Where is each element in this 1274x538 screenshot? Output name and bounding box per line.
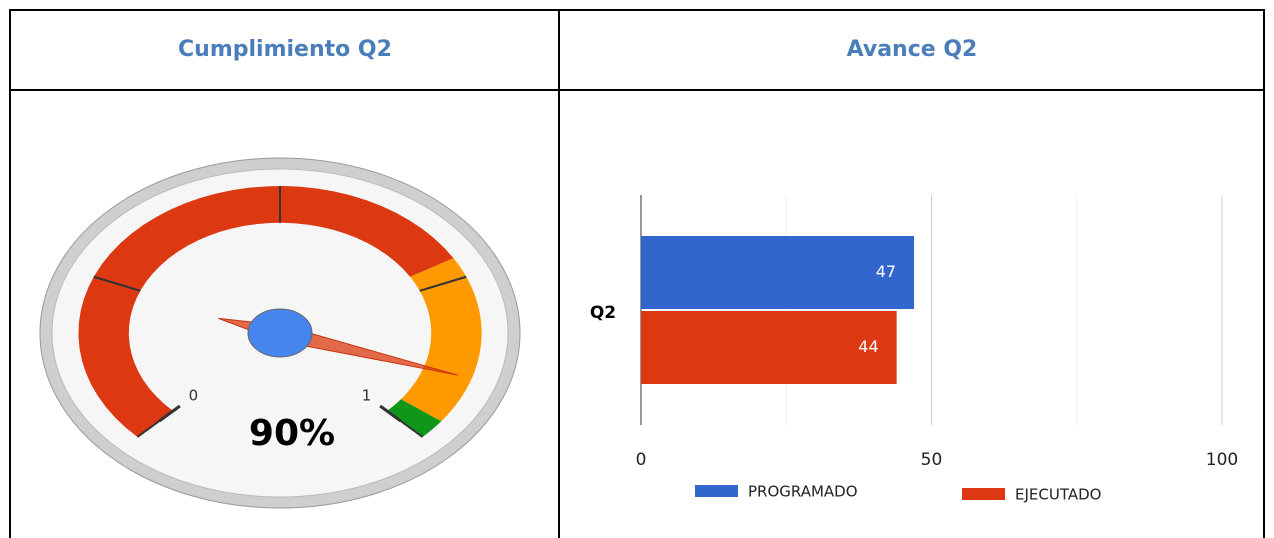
legend-label: EJECUTADO bbox=[1015, 486, 1101, 504]
legend-swatch bbox=[962, 488, 1005, 500]
x-tick-label: 100 bbox=[1206, 450, 1238, 470]
bar-value-label: 44 bbox=[858, 337, 878, 356]
gauge-band bbox=[386, 399, 442, 437]
gauge-band bbox=[400, 258, 482, 422]
gauge-hub bbox=[247, 308, 313, 358]
gauge-tick-label: 1 bbox=[362, 387, 372, 405]
bar bbox=[641, 311, 897, 384]
gauge-tick bbox=[379, 404, 402, 423]
bar-value-label: 47 bbox=[876, 262, 896, 281]
header: Avance Q2 bbox=[847, 37, 978, 62]
header: Cumplimiento Q2 bbox=[178, 37, 392, 62]
gauge-tick-label: 0 bbox=[189, 387, 199, 405]
x-tick-label: 0 bbox=[636, 450, 647, 470]
gauge-value-label: 90% bbox=[249, 413, 335, 454]
gauge-major-tick bbox=[93, 275, 141, 292]
x-tick-label: 50 bbox=[921, 450, 943, 470]
category-label: Q2 bbox=[590, 303, 616, 323]
gauge-band bbox=[78, 186, 454, 437]
table-border bbox=[9, 9, 1265, 538]
gauge-major-tick bbox=[419, 275, 467, 292]
legend-swatch bbox=[695, 485, 738, 497]
bar bbox=[641, 236, 915, 309]
legend-label: PROGRAMADO bbox=[748, 483, 858, 501]
gauge-tick bbox=[158, 404, 181, 423]
